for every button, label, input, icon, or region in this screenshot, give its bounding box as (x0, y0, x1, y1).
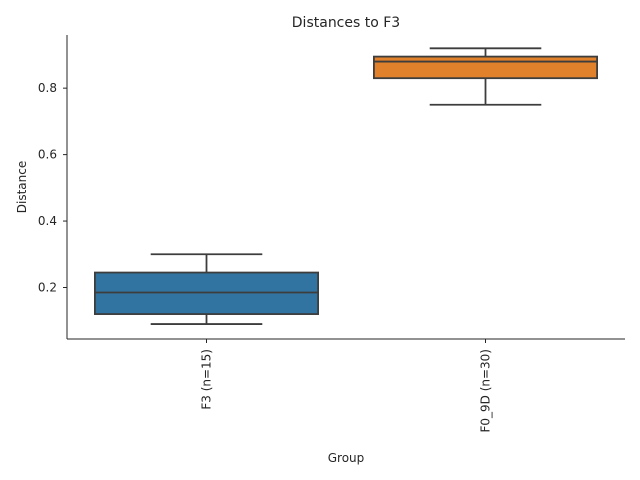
x-axis-label: Group (328, 451, 365, 465)
y-tick-label: 0.8 (38, 81, 57, 95)
y-axis-label: Distance (15, 161, 29, 213)
x-tick-label: F3 (n=15) (200, 349, 214, 410)
iqr-box (372, 55, 598, 80)
y-tick-label: 0.2 (38, 281, 57, 295)
box-2 (372, 47, 598, 106)
box-1 (94, 253, 319, 325)
y-tick-label: 0.4 (38, 214, 57, 228)
x-tick-label: F0_9D (n=30) (479, 349, 493, 433)
plot-area: 0.2 0.4 0.6 0.8 F3 (n=15) F0_9D (n=30) (38, 35, 625, 433)
chart-title: Distances to F3 (292, 15, 400, 31)
y-tick-label: 0.6 (38, 148, 57, 162)
